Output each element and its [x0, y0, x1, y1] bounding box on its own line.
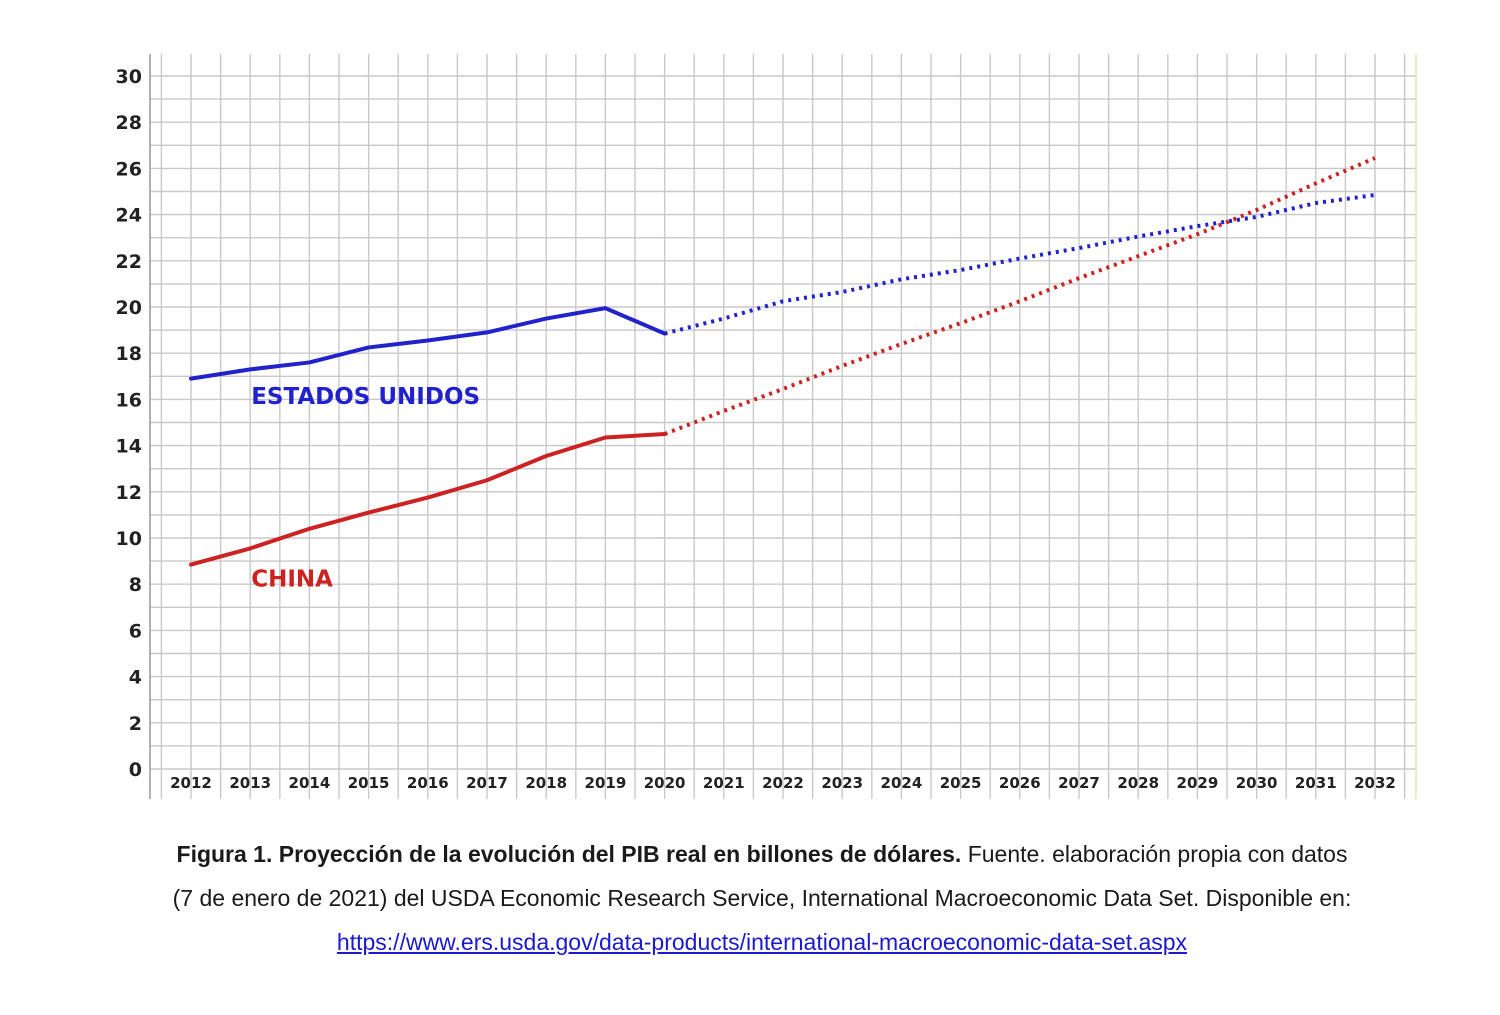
y-tick-label: 20	[116, 297, 142, 319]
y-tick-label: 6	[129, 620, 142, 642]
x-tick-label: 2030	[1236, 774, 1278, 792]
y-tick-label: 14	[116, 436, 142, 458]
x-tick-label: 2015	[348, 774, 390, 792]
series-lines	[189, 156, 1376, 567]
chart-grid	[149, 54, 1417, 799]
caption-line-3: https://www.ers.usda.gov/data-products/i…	[60, 920, 1464, 964]
x-tick-label: 2017	[466, 774, 508, 792]
x-tick-label: 2016	[407, 774, 449, 792]
x-tick-label: 2028	[1117, 774, 1159, 792]
y-tick-label: 2	[129, 713, 142, 735]
x-tick-label: 2031	[1295, 774, 1337, 792]
y-tick-label: 16	[116, 389, 142, 411]
series-label: CHINA	[251, 567, 333, 593]
y-tick-label: 26	[116, 158, 142, 180]
y-tick-label: 24	[116, 205, 142, 227]
caption-title: Figura 1. Proyección de la evolución del…	[176, 841, 962, 867]
series-line-projection	[663, 156, 1376, 436]
caption-source: Fuente. elaboración propia con datos	[961, 841, 1348, 867]
x-tick-label: 2029	[1177, 774, 1219, 792]
x-axis-ticks: 2012 2013 2014 2015 2016 2017 2018 2019 2020 2021…	[170, 774, 1396, 792]
x-tick-label: 2023	[821, 774, 863, 792]
x-tick-label: 2025	[940, 774, 982, 792]
series-labels: ESTADOS UNIDOS CHINA	[251, 384, 480, 592]
y-tick-label: 12	[116, 482, 142, 504]
caption-line-2: (7 de enero de 2021) del USDA Economic R…	[172, 885, 1352, 911]
y-tick-label: 18	[116, 343, 142, 365]
figure-caption: Figura 1. Proyección de la evolución del…	[60, 832, 1464, 964]
y-tick-label: 4	[129, 667, 142, 689]
y-tick-label: 8	[129, 574, 142, 596]
x-tick-label: 2020	[644, 774, 686, 792]
x-tick-label: 2022	[762, 774, 804, 792]
series-line-historical	[189, 306, 667, 381]
x-tick-label: 2024	[881, 774, 923, 792]
series-line-projection	[664, 192, 1376, 336]
x-tick-label: 2032	[1354, 774, 1396, 792]
x-tick-label: 2021	[703, 774, 745, 792]
caption-line-1: Figura 1. Proyección de la evolución del…	[60, 832, 1464, 876]
x-tick-label: 2018	[525, 774, 567, 792]
y-tick-label: 0	[129, 759, 142, 781]
y-tick-label: 22	[116, 251, 142, 273]
x-tick-label: 2014	[289, 774, 331, 792]
x-tick-label: 2012	[170, 774, 212, 792]
source-link[interactable]: https://www.ers.usda.gov/data-products/i…	[336, 929, 1188, 955]
y-tick-label: 30	[116, 66, 142, 88]
x-tick-label: 2026	[999, 774, 1041, 792]
x-tick-label: 2019	[585, 774, 627, 792]
y-tick-label: 10	[116, 528, 142, 550]
x-tick-label: 2027	[1058, 774, 1100, 792]
y-tick-label: 28	[116, 112, 142, 134]
series-line-historical	[189, 432, 667, 567]
x-tick-label: 2013	[229, 774, 271, 792]
series-label: ESTADOS UNIDOS	[251, 384, 480, 410]
